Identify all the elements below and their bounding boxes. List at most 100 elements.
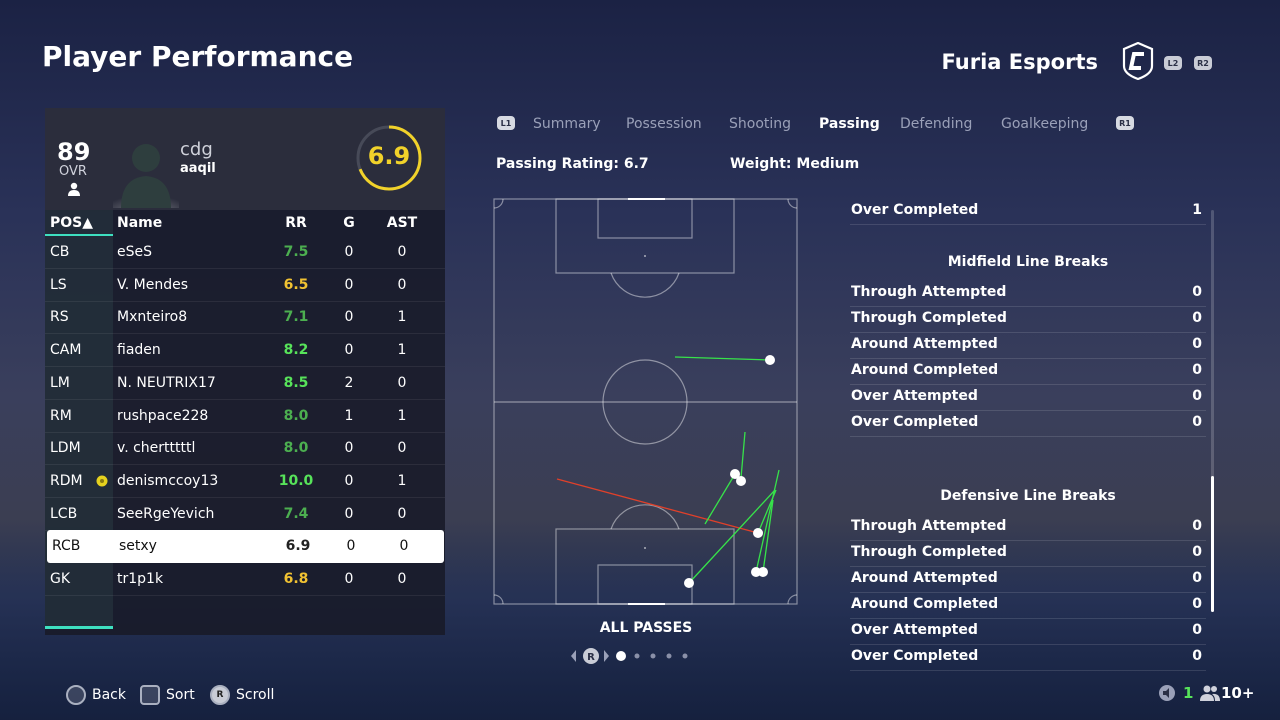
sort-button[interactable]: Sort [140, 685, 195, 705]
table-row[interactable]: RCB setxy 6.9 0 0 [47, 530, 444, 564]
row-assists: 0 [397, 276, 407, 293]
table-row[interactable]: LCB SeeRgeYevich 7.4 0 0 [45, 498, 445, 531]
row-player-name: fiaden [117, 342, 161, 359]
stat-row: Around Completed 0 [850, 358, 1206, 385]
table-row[interactable]: GK tr1p1k 6.8 0 0 [45, 563, 445, 596]
row-position: RCB [52, 538, 81, 555]
stats-scrollbar[interactable] [1211, 210, 1214, 612]
stat-row: Around Attempted 0 [850, 332, 1206, 359]
stat-value: 0 [1192, 414, 1202, 430]
header-rr[interactable]: RR [285, 215, 307, 231]
stat-label: Over Completed [851, 648, 979, 664]
scroll-button[interactable]: R Scroll [210, 685, 275, 705]
row-player-name: tr1p1k [117, 571, 164, 587]
row-position: LDM [50, 440, 81, 457]
svg-text:R: R [587, 652, 595, 663]
row-position: GK [50, 571, 71, 587]
row-rating: 7.5 [283, 244, 309, 260]
person-icon [68, 182, 80, 196]
row-position: LCB [50, 505, 78, 522]
row-player-name: V. Mendes [117, 276, 189, 293]
team-name: Furia Esports [941, 50, 1099, 74]
pass-line [674, 356, 771, 361]
pass-point [758, 567, 768, 577]
row-rating: 8.0 [283, 440, 309, 457]
header-ast[interactable]: AST [386, 215, 418, 231]
row-rating: 6.9 [285, 538, 311, 555]
row-assists: 0 [397, 505, 407, 522]
row-position: RDM [50, 472, 83, 489]
stat-row: Around Attempted 0 [850, 566, 1206, 593]
stat-label: Around Completed [851, 362, 999, 378]
table-row[interactable]: LDM v. chertttttl 8.0 0 0 [45, 432, 445, 466]
speaker-icon [1159, 685, 1175, 701]
row-player-name: denismccoy13 [117, 472, 219, 489]
tab-possession[interactable]: Possession [626, 116, 702, 132]
scroll-label: Scroll [236, 687, 275, 703]
pass-map-pager[interactable]: R [570, 646, 720, 666]
pass-origins [684, 355, 775, 588]
stat-value: 0 [1192, 596, 1202, 612]
row-goals: 1 [344, 407, 354, 424]
table-row[interactable]: LS V. Mendes 6.5 0 0 [45, 269, 445, 302]
header-name[interactable]: Name [117, 215, 163, 231]
header-g[interactable]: G [343, 215, 355, 231]
row-rating: 7.1 [283, 309, 309, 326]
stat-value: 0 [1192, 336, 1202, 352]
table-row[interactable]: RDM denismccoy13 10.0 0 1 [45, 465, 445, 498]
pass-line [688, 489, 776, 584]
pass-point [730, 469, 740, 479]
r2-button[interactable]: R2 [1194, 56, 1212, 70]
right-stick-icon: R [210, 685, 230, 705]
tab-passing[interactable]: Passing [819, 116, 880, 132]
row-assists: 1 [397, 407, 407, 424]
stat-label: Through Attempted [851, 284, 1007, 300]
row-assists: 1 [397, 342, 407, 359]
row-assists: 0 [399, 538, 409, 555]
stat-label: Around Attempted [851, 570, 998, 586]
row-assists: 0 [397, 440, 407, 457]
page-title: Player Performance [42, 40, 354, 73]
stat-section-title: Defensive Line Breaks [940, 488, 1116, 504]
r1-button[interactable]: R1 [1116, 116, 1134, 130]
stat-section-title: Midfield Line Breaks [947, 254, 1109, 270]
table-row[interactable]: LM N. NEUTRIX17 8.5 2 0 [45, 367, 445, 400]
stat-row: Through Completed 0 [850, 540, 1206, 567]
l2-button[interactable]: L2 [1164, 56, 1182, 70]
pass-point [684, 578, 694, 588]
row-goals: 0 [344, 342, 354, 359]
row-goals: 0 [344, 276, 354, 293]
pass-lines [556, 356, 780, 584]
tab-defending[interactable]: Defending [900, 116, 973, 132]
row-position: LS [50, 276, 67, 293]
stat-row: Over Attempted 0 [850, 618, 1206, 645]
row-player-name: v. chertttttl [117, 440, 196, 457]
table-row[interactable]: CAM fiaden 8.2 0 1 [45, 334, 445, 368]
pass-point [736, 476, 746, 486]
l1-button[interactable]: L1 [497, 116, 515, 130]
pass-line [704, 473, 736, 525]
stat-value: 0 [1192, 622, 1202, 638]
players-icon [1200, 685, 1220, 701]
table-row[interactable]: CB eSeS 7.5 0 0 [45, 236, 445, 269]
table-row[interactable]: RM rushpace228 8.0 1 1 [45, 400, 445, 433]
tab-summary[interactable]: Summary [533, 116, 601, 132]
stat-label: Through Attempted [851, 518, 1007, 534]
player-team: aaqil [180, 161, 216, 176]
back-button[interactable]: Back [66, 685, 126, 705]
header-pos[interactable]: POS▲ [50, 215, 94, 231]
row-position: CAM [50, 342, 82, 359]
row-position: RS [50, 309, 69, 326]
pass-weight: Weight: Medium [730, 156, 860, 172]
stats-scrollbar-thumb[interactable] [1211, 476, 1214, 612]
row-position: LM [50, 374, 70, 391]
tab-shooting[interactable]: Shooting [729, 116, 792, 132]
voice-count: 1 [1183, 684, 1194, 702]
stat-label: Over Completed [851, 202, 979, 218]
tab-goalkeeping[interactable]: Goalkeeping [1001, 116, 1089, 132]
table-row[interactable]: RS Mxnteiro8 7.1 0 1 [45, 301, 445, 335]
stat-label: Around Completed [851, 596, 999, 612]
row-player-name: eSeS [117, 244, 152, 260]
row-goals: 0 [344, 571, 354, 587]
stat-row: Through Attempted 0 [850, 280, 1206, 307]
